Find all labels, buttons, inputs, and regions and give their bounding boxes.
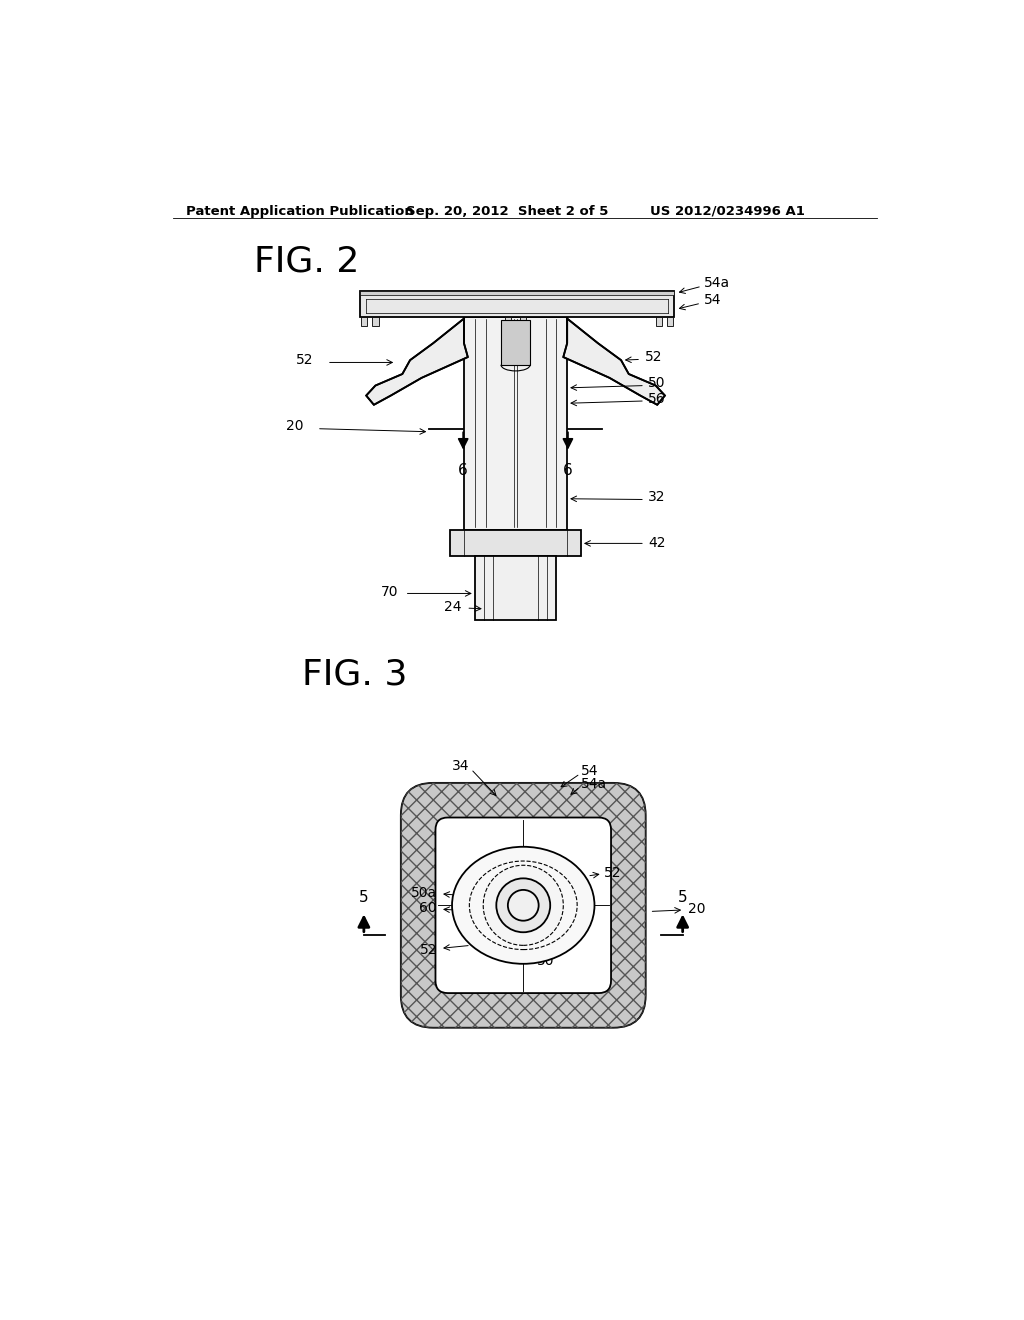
Circle shape [508,890,539,921]
Bar [475,556,556,620]
Circle shape [483,866,563,945]
Text: 56: 56 [648,392,666,405]
Bar [464,317,567,529]
Polygon shape [367,318,468,405]
Bar [501,321,530,364]
Ellipse shape [452,847,595,964]
Text: US 2012/0234996 A1: US 2012/0234996 A1 [650,205,805,218]
Text: 24: 24 [444,599,462,614]
Bar [655,317,662,326]
FancyBboxPatch shape [435,817,611,993]
Text: 52: 52 [420,942,437,957]
Text: 52: 52 [604,866,622,880]
Bar [360,290,674,317]
Text: 5: 5 [359,890,369,906]
Text: 6: 6 [563,463,572,478]
Bar [505,317,511,326]
Text: 60: 60 [420,902,437,915]
Text: 52: 52 [296,354,313,367]
Text: Sep. 20, 2012  Sheet 2 of 5: Sep. 20, 2012 Sheet 2 of 5 [407,205,608,218]
Bar [520,317,526,326]
Text: 70: 70 [381,585,398,599]
Bar [360,317,367,326]
Bar [373,317,379,326]
Text: 34: 34 [452,759,469,774]
Text: 6: 6 [459,463,468,478]
Text: FIG. 2: FIG. 2 [254,244,359,279]
Text: Patent Application Publication: Patent Application Publication [186,205,414,218]
FancyBboxPatch shape [400,783,646,1028]
Text: 20: 20 [287,420,304,433]
Text: 50a: 50a [411,886,437,900]
Text: 54a: 54a [581,777,607,792]
Bar [451,529,581,556]
Polygon shape [563,318,665,405]
Text: 50: 50 [648,376,666,391]
Text: 52: 52 [645,350,663,364]
Text: 32: 32 [648,490,666,504]
Text: 50: 50 [538,954,555,968]
Text: 54: 54 [705,293,722,308]
Bar [668,317,674,326]
Text: 54: 54 [581,764,598,779]
Text: FIG. 3: FIG. 3 [301,657,407,692]
Bar [360,290,674,294]
Text: 5: 5 [678,890,687,906]
Text: 54a: 54a [705,276,730,290]
Text: 42: 42 [648,536,666,550]
Circle shape [497,878,550,932]
Text: 20: 20 [688,902,706,916]
